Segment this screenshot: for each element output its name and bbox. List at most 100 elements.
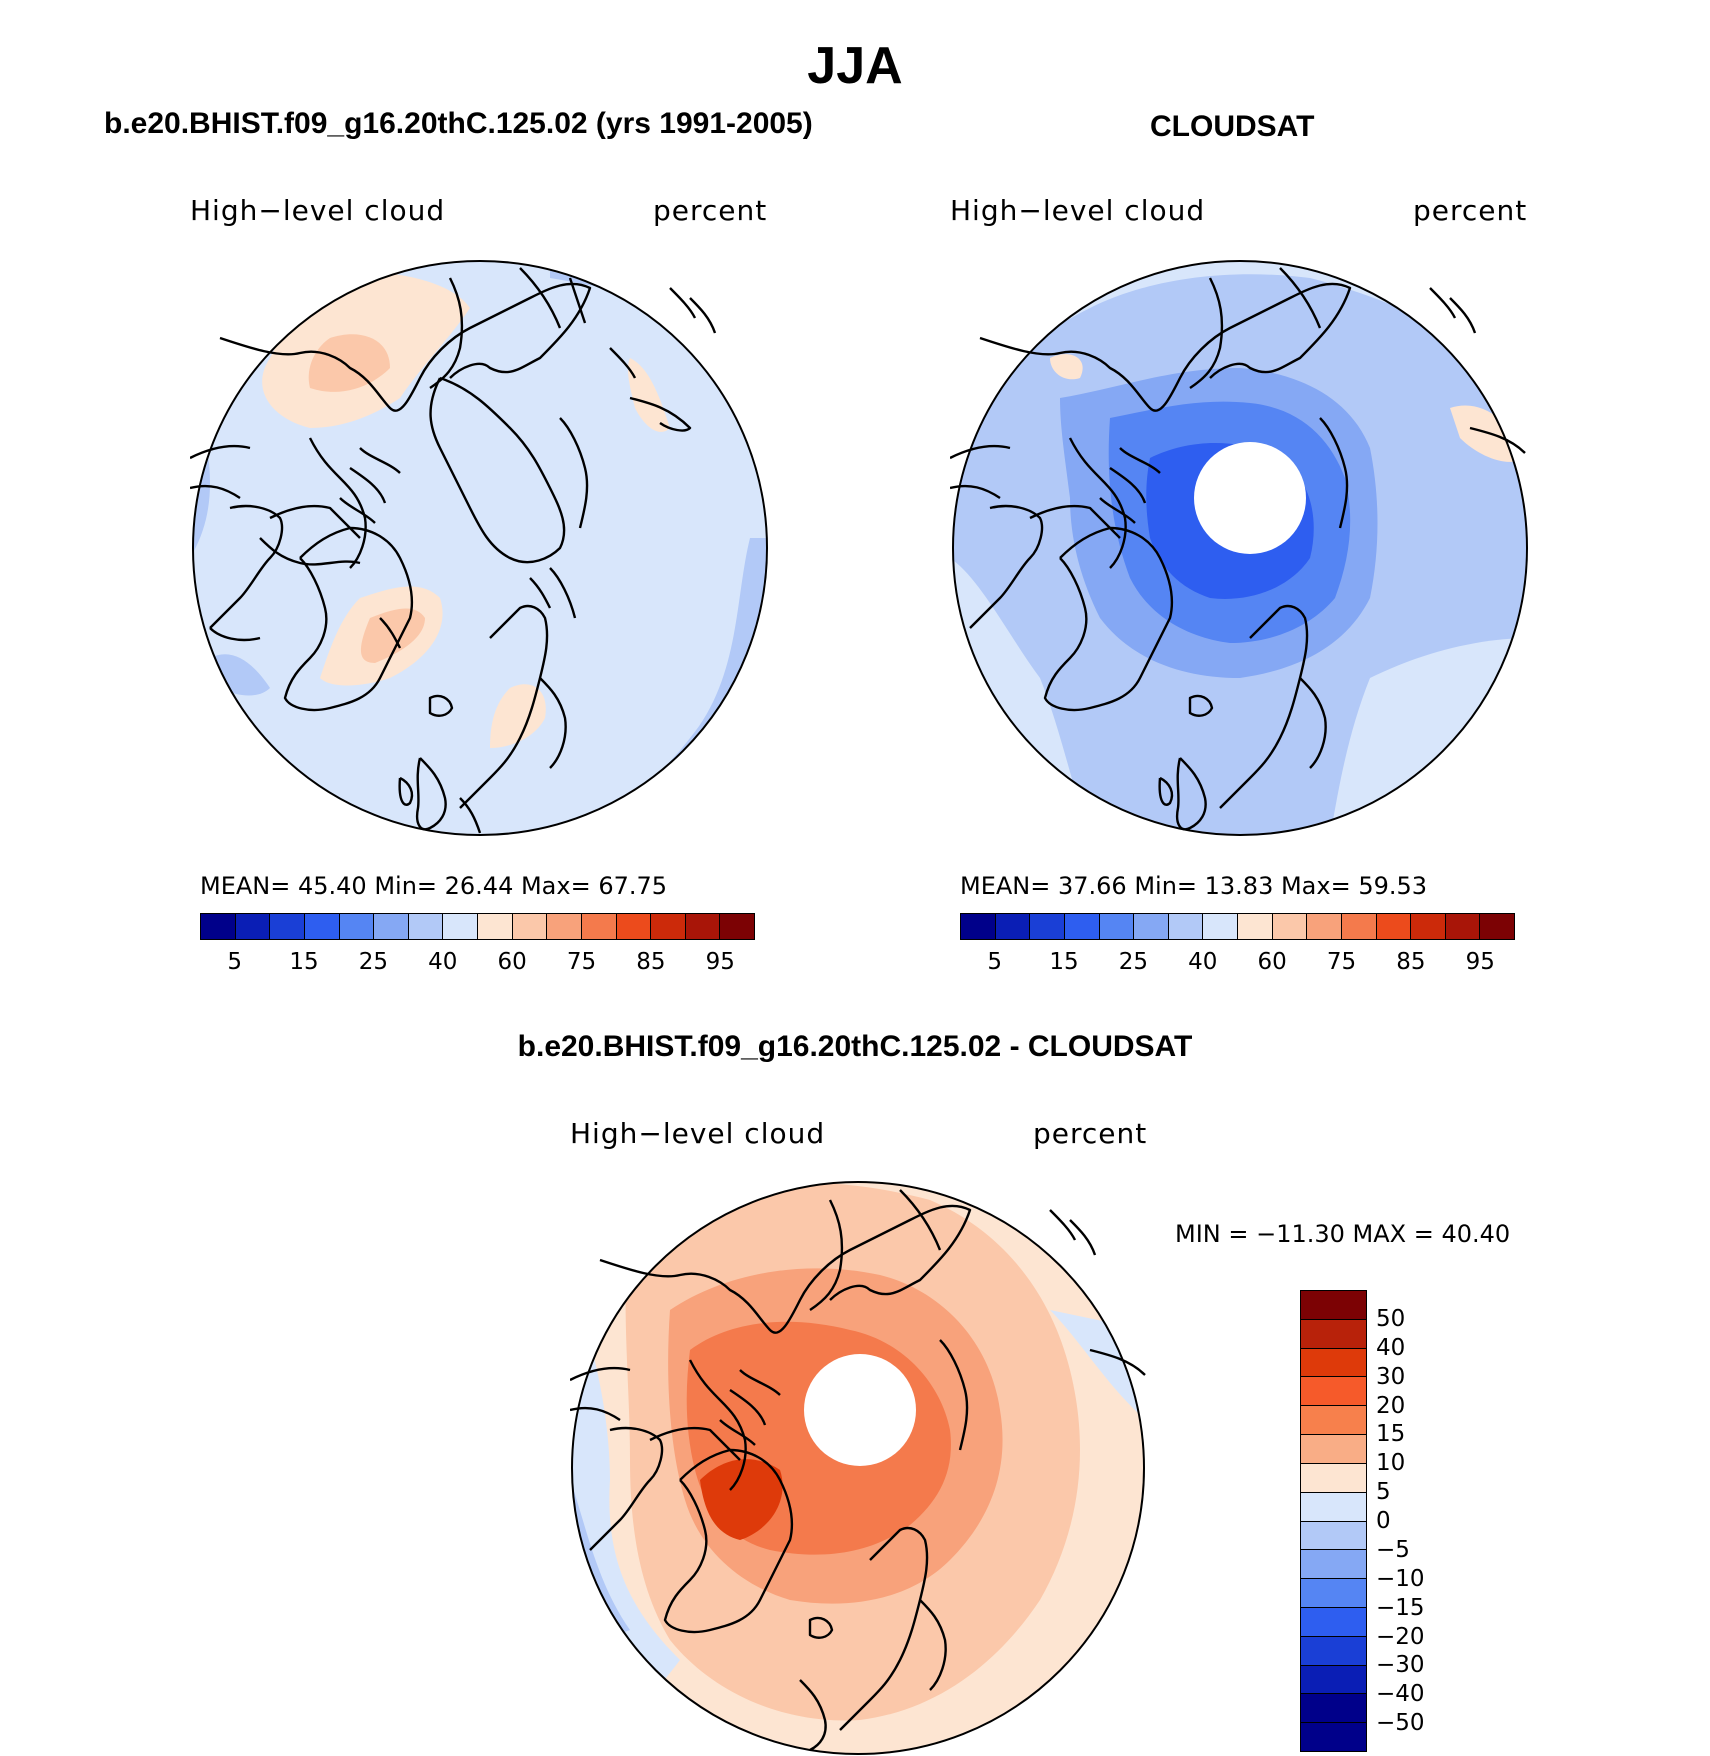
colorbar-segment	[1301, 1463, 1366, 1493]
diff-coastlines	[570, 1189, 1146, 1752]
colorbar-tick-label: −5	[1376, 1536, 1410, 1563]
colorbar-segment	[1301, 1521, 1366, 1551]
colorbar-segment	[512, 914, 548, 939]
colorbar-segment	[304, 914, 340, 939]
colorbar-segment	[1030, 914, 1065, 939]
obs-variable-label: High−level cloud	[950, 194, 1206, 227]
model-panel-title: b.e20.BHIST.f09_g16.20thC.125.02 (yrs 19…	[104, 107, 813, 140]
model-units-label: percent	[653, 194, 768, 227]
colorbar-tick-label: 60	[1257, 949, 1287, 975]
colorbar-segment	[1480, 914, 1514, 939]
colorbar-tick-label: 50	[1376, 1305, 1406, 1332]
colorbar-tick-label: 5	[227, 949, 243, 975]
diff-colorbar	[1300, 1290, 1367, 1752]
colorbar-segment	[1301, 1435, 1366, 1464]
colorbar-tick-label: 75	[1326, 949, 1357, 975]
colorbar-segment	[1301, 1377, 1366, 1407]
colorbar-segment	[1301, 1291, 1366, 1320]
colorbar-segment	[1301, 1550, 1366, 1580]
colorbar-segment	[1301, 1406, 1366, 1436]
colorbar-segment	[1099, 914, 1135, 939]
colorbar-segment	[1301, 1319, 1366, 1349]
obs-coastlines	[950, 267, 1526, 831]
colorbar-segment	[1168, 914, 1204, 939]
colorbar-segment	[1238, 914, 1273, 939]
colorbar-tick-label: 40	[428, 949, 458, 975]
obs-polar-data-gap	[1194, 442, 1306, 554]
colorbar-segment	[374, 914, 409, 939]
colorbar-segment	[1203, 914, 1238, 939]
colorbar-tick-label: 95	[1465, 949, 1495, 975]
colorbar-tick-label: −20	[1376, 1623, 1425, 1650]
colorbar-segment	[1301, 1665, 1366, 1695]
colorbar-segment	[1301, 1579, 1366, 1608]
model-coastlines	[190, 267, 717, 834]
colorbar-tick-label: −40	[1376, 1681, 1425, 1708]
colorbar-segment	[685, 914, 721, 939]
model-stats: MEAN= 45.40 Min= 26.44 Max= 67.75	[200, 872, 668, 900]
obs-stats: MEAN= 37.66 Min= 13.83 Max= 59.53	[960, 872, 1428, 900]
colorbar-segment	[443, 914, 478, 939]
colorbar-segment	[1301, 1636, 1366, 1666]
colorbar-tick-label: 25	[1118, 949, 1149, 975]
diff-polar-map	[570, 1181, 1146, 1755]
colorbar-segment	[1301, 1694, 1366, 1724]
colorbar-tick-label: 0	[1376, 1508, 1391, 1534]
colorbar-tick-label: 20	[1376, 1392, 1406, 1419]
diff-map-border	[571, 1181, 1145, 1755]
model-map-border	[192, 260, 768, 836]
colorbar-segment	[1301, 1723, 1366, 1751]
model-colorbar	[200, 913, 755, 940]
colorbar-segment	[235, 914, 271, 939]
colorbar-tick-label: 40	[1376, 1334, 1406, 1361]
colorbar-tick-label: 15	[1376, 1421, 1406, 1448]
diff-polar-data-gap	[804, 1354, 916, 1466]
colorbar-tick-label: 10	[1376, 1450, 1406, 1477]
colorbar-segment	[1301, 1607, 1366, 1637]
diff-panel-title: b.e20.BHIST.f09_g16.20thC.125.02 - CLOUD…	[517, 1030, 1193, 1063]
colorbar-tick-label: −50	[1376, 1710, 1425, 1737]
colorbar-tick-label: −10	[1376, 1565, 1425, 1592]
colorbar-segment	[651, 914, 686, 939]
colorbar-segment	[1301, 1348, 1366, 1378]
colorbar-segment	[720, 914, 754, 939]
colorbar-segment	[1301, 1492, 1366, 1522]
colorbar-segment	[1376, 914, 1412, 939]
model-variable-label: High−level cloud	[190, 194, 446, 227]
colorbar-tick-label: 60	[497, 949, 527, 975]
colorbar-tick-label: 40	[1188, 949, 1218, 975]
colorbar-segment	[339, 914, 375, 939]
obs-colorbar	[960, 913, 1515, 940]
colorbar-tick-label: 30	[1376, 1363, 1406, 1390]
colorbar-segment	[1341, 914, 1377, 939]
colorbar-segment	[1445, 914, 1481, 939]
diff-variable-label: High−level cloud	[570, 1117, 826, 1150]
colorbar-tick-label: −15	[1376, 1594, 1425, 1621]
colorbar-segment	[1411, 914, 1446, 939]
page-title: JJA	[807, 37, 903, 95]
colorbar-tick-label: 5	[987, 949, 1003, 975]
diff-stats: MIN = −11.30 MAX = 40.40	[1175, 1220, 1511, 1248]
colorbar-segment	[581, 914, 617, 939]
obs-panel-title: CLOUDSAT	[1150, 110, 1315, 143]
obs-map-border	[952, 260, 1528, 836]
colorbar-tick-label: 75	[566, 949, 597, 975]
colorbar-segment	[961, 914, 996, 939]
colorbar-segment	[1307, 914, 1342, 939]
colorbar-segment	[995, 914, 1031, 939]
colorbar-tick-label: 5	[1376, 1479, 1391, 1506]
model-polar-map	[190, 260, 768, 836]
obs-polar-map	[950, 260, 1528, 836]
diff-units-label: percent	[1033, 1117, 1148, 1150]
colorbar-tick-label: −30	[1376, 1652, 1425, 1679]
colorbar-segment	[408, 914, 444, 939]
obs-units-label: percent	[1413, 194, 1528, 227]
colorbar-segment	[1272, 914, 1308, 939]
colorbar-segment	[547, 914, 582, 939]
colorbar-segment	[1064, 914, 1100, 939]
colorbar-tick-label: 85	[636, 949, 666, 975]
colorbar-tick-label: 15	[289, 949, 319, 975]
colorbar-segment	[270, 914, 305, 939]
colorbar-tick-label: 95	[705, 949, 735, 975]
colorbar-segment	[201, 914, 236, 939]
